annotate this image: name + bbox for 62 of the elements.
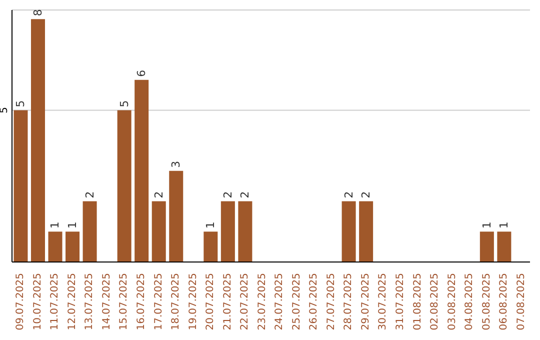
x-tick-label: 11.07.2025 <box>50 273 61 330</box>
data-label: 5 <box>14 100 28 108</box>
bar <box>152 201 166 262</box>
x-tick-label: 13.07.2025 <box>84 273 96 330</box>
data-label: 1 <box>498 222 511 229</box>
bar <box>14 110 28 262</box>
data-label: 2 <box>342 191 356 198</box>
x-tick-label: 21.07.2025 <box>222 273 234 330</box>
data-label: 8 <box>31 9 44 16</box>
bar <box>117 110 132 262</box>
x-tick-label: 02.08.2025 <box>430 273 441 330</box>
x-tick-label: 23.07.2025 <box>256 273 268 330</box>
x-tick-label: 24.07.2025 <box>274 273 286 330</box>
data-label: 5 <box>118 100 131 108</box>
x-tick-label: 09.07.2025 <box>15 273 26 330</box>
x-tick-label: 15.07.2025 <box>118 273 130 330</box>
x-tick-label: 12.07.2025 <box>66 273 78 330</box>
x-tick-label: 01.08.2025 <box>412 273 424 330</box>
x-tick-label: 25.07.2025 <box>291 273 302 330</box>
bar <box>82 201 97 262</box>
data-label: 1 <box>204 222 218 229</box>
bar <box>359 201 374 262</box>
x-tick-label: 17.07.2025 <box>153 273 164 330</box>
x-tick-label: 18.07.2025 <box>170 273 182 330</box>
x-tick-label: 06.08.2025 <box>498 273 510 330</box>
data-label: 2 <box>221 191 234 198</box>
bar <box>238 201 252 262</box>
data-label: 1 <box>480 222 494 229</box>
bar <box>342 201 356 262</box>
data-label: 2 <box>83 191 96 198</box>
x-tick-label: 03.08.2025 <box>446 273 458 330</box>
data-label: 3 <box>170 160 183 168</box>
x-tick-label: 22.07.2025 <box>240 273 251 330</box>
x-tick-label: 04.08.2025 <box>464 273 476 330</box>
bar <box>48 232 62 262</box>
x-tick-label: 31.07.2025 <box>395 273 406 330</box>
x-tick-label: 16.07.2025 <box>136 273 147 330</box>
data-label: 2 <box>152 191 166 198</box>
x-tick-label: 10.07.2025 <box>32 273 44 330</box>
bar <box>66 232 80 262</box>
x-tick-label: 20.07.2025 <box>205 273 216 330</box>
x-tick-label: 28.07.2025 <box>343 273 354 330</box>
x-tick-label: 30.07.2025 <box>378 273 389 330</box>
x-tick-label: 19.07.2025 <box>188 273 199 330</box>
bar <box>134 80 149 262</box>
data-label: 1 <box>48 222 62 229</box>
x-tick-label: 27.07.2025 <box>326 273 337 330</box>
x-tick-label: 07.08.2025 <box>516 273 527 330</box>
bar <box>169 170 184 262</box>
data-label: 2 <box>360 191 373 198</box>
bar <box>480 232 494 262</box>
bar <box>497 232 512 262</box>
data-label: 1 <box>66 222 80 229</box>
x-tick-label: 14.07.2025 <box>101 273 112 330</box>
bar <box>30 19 45 262</box>
data-label: 6 <box>135 70 148 77</box>
bar <box>204 232 218 262</box>
data-label: 2 <box>238 191 252 198</box>
x-tick-label: 05.08.2025 <box>481 273 492 330</box>
bar <box>220 201 235 262</box>
x-tick-label: 29.07.2025 <box>360 273 372 330</box>
x-tick-label: 26.07.2025 <box>308 273 320 330</box>
